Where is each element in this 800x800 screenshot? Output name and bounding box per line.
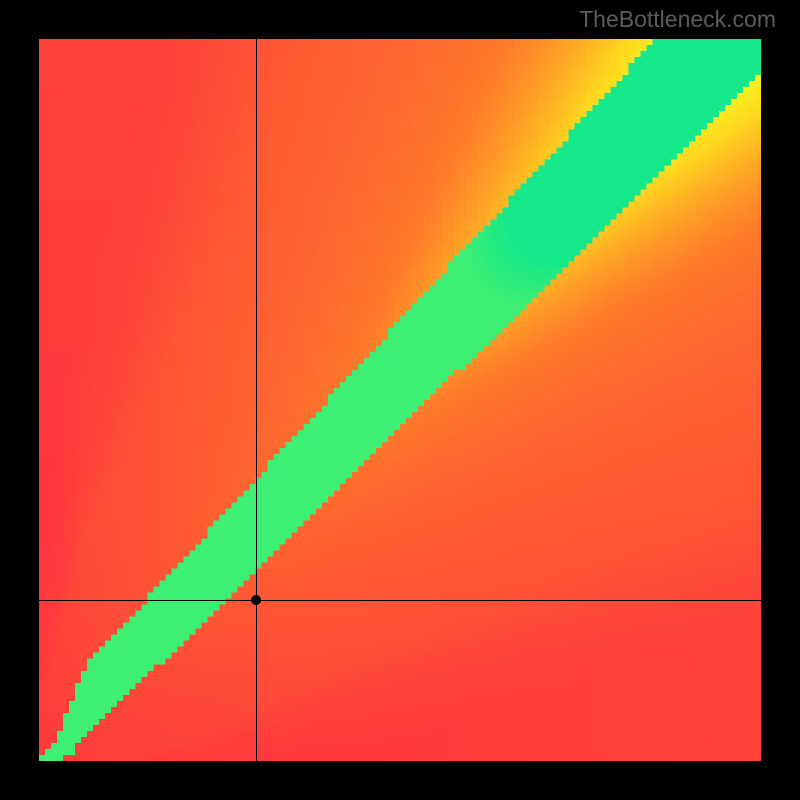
selection-marker (251, 595, 261, 605)
bottleneck-heatmap (39, 39, 761, 761)
crosshair-vertical (256, 39, 257, 761)
heatmap-canvas (39, 39, 761, 761)
crosshair-horizontal (39, 600, 761, 601)
watermark-text: TheBottleneck.com (579, 6, 776, 33)
